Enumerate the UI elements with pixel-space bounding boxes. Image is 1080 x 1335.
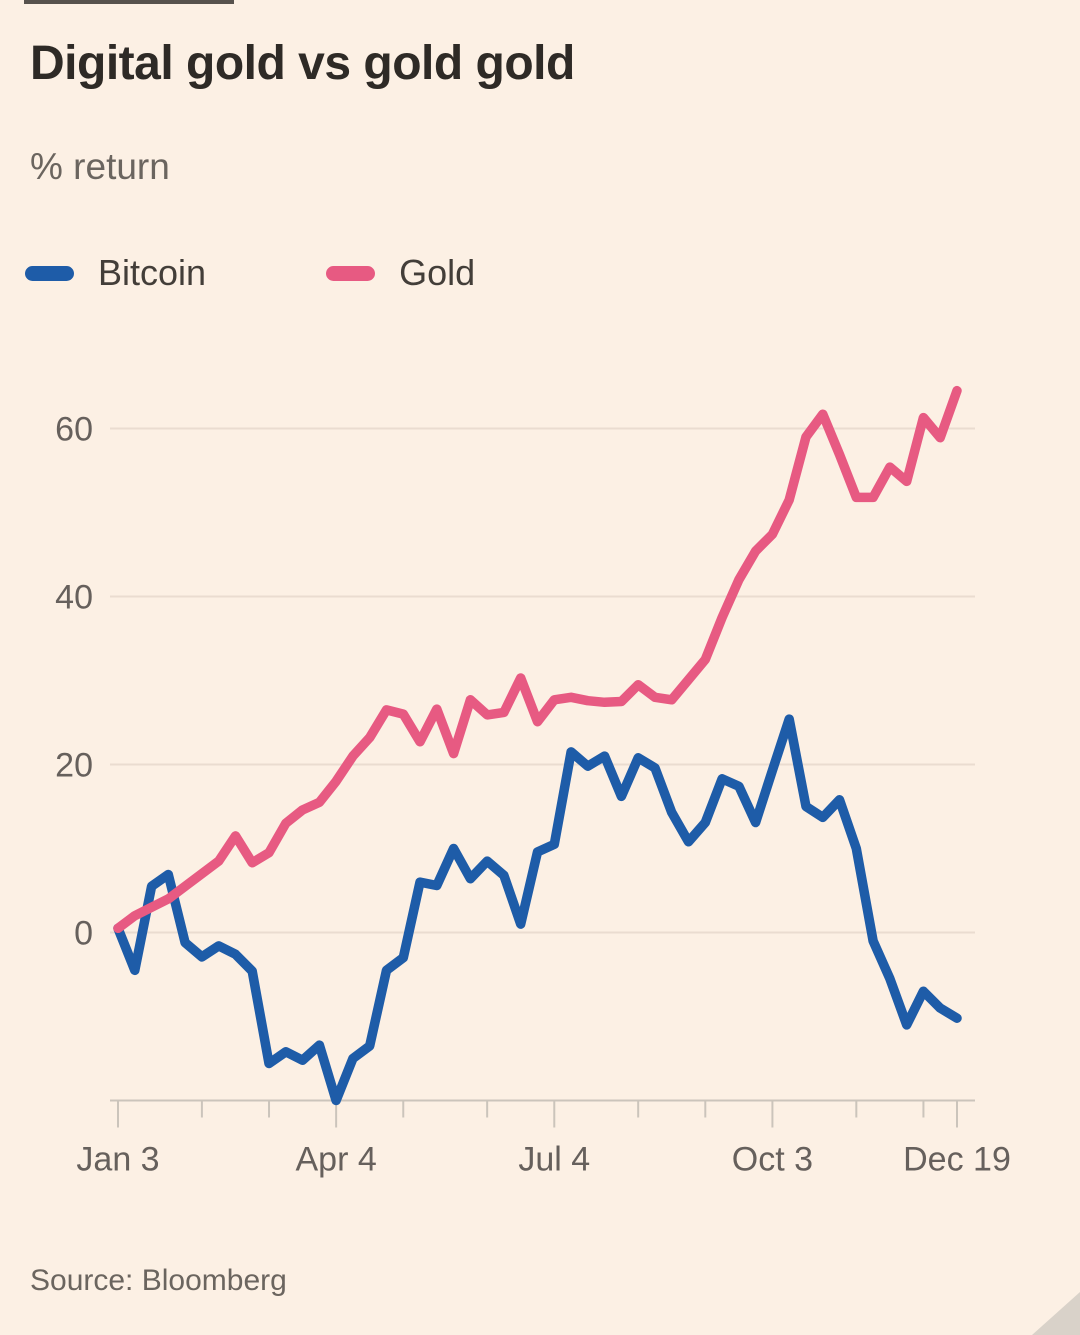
x-axis-label-apr-4: Apr 4 (296, 1141, 377, 1179)
chart-unit-label: % return (30, 146, 170, 187)
legend-item-bitcoin: Bitcoin (25, 252, 206, 294)
top-accent-bar (24, 0, 234, 4)
x-axis-label-jan-3: Jan 3 (76, 1141, 159, 1179)
gold-line (113, 385, 962, 934)
y-axis-label-0: 0 (74, 915, 93, 953)
legend-item-gold: Gold (326, 252, 475, 294)
page-title: Digital gold vs gold gold (30, 37, 575, 90)
chart-legend: Bitcoin Gold (25, 252, 475, 294)
x-axis-label-jul-4: Jul 4 (518, 1141, 590, 1179)
x-axis-label-oct-3: Oct 3 (732, 1141, 813, 1179)
x-axis-label-dec-19: Dec 19 (903, 1141, 1011, 1179)
corner-resize-triangle-icon (1032, 1292, 1080, 1335)
gold-legend-label: Gold (399, 252, 476, 293)
source-credit: Source: Bloomberg (30, 1264, 287, 1297)
bitcoin-legend-label: Bitcoin (98, 252, 207, 293)
bitcoin-legend-swatch (25, 265, 74, 281)
y-axis-label-60: 60 (55, 411, 93, 449)
bitcoin-line (113, 714, 962, 1106)
y-axis-label-20: 20 (55, 747, 93, 785)
gold-legend-swatch (326, 265, 376, 281)
y-axis-label-40: 40 (55, 579, 93, 617)
